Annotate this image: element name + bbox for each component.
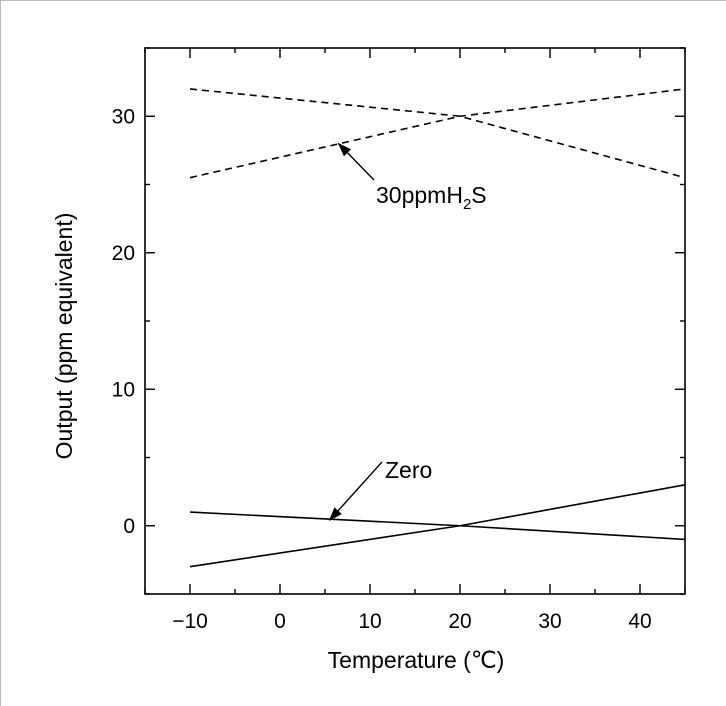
y-tick-label: 10 [112, 378, 135, 401]
annotation-label-30ppm-h2s: 30ppmH2S [376, 182, 487, 213]
series-line-zero-3 [189, 484, 686, 568]
y-tick-label: 20 [112, 242, 135, 265]
x-tick-label: 0 [274, 610, 286, 633]
plot-area [144, 47, 686, 595]
annotation-30ppm-main: 30ppmH [376, 182, 463, 208]
x-tick-label: 10 [358, 610, 381, 633]
series-line-h2s-1 [189, 88, 686, 179]
y-tick-label: 30 [112, 105, 135, 128]
x-tick-label: −10 [172, 610, 208, 633]
annotation-arrow-0 [337, 142, 375, 181]
y-tick-label: 0 [123, 515, 135, 538]
annotation-label-zero: Zero [385, 457, 432, 483]
annotation-arrow-1 [328, 461, 383, 522]
series-line-h2s-0 [189, 88, 686, 179]
x-tick-label: 20 [448, 610, 471, 633]
annotation-30ppm-tail: S [471, 182, 486, 208]
annotation-30ppm-subscript: 2 [463, 196, 471, 213]
series-line-zero-2 [189, 511, 686, 541]
x-axis-title: Temperature (℃) [328, 647, 505, 673]
x-tick-label: 30 [538, 610, 561, 633]
x-tick-label: 40 [628, 610, 651, 633]
y-axis-title: Output (ppm equivalent) [51, 213, 77, 460]
